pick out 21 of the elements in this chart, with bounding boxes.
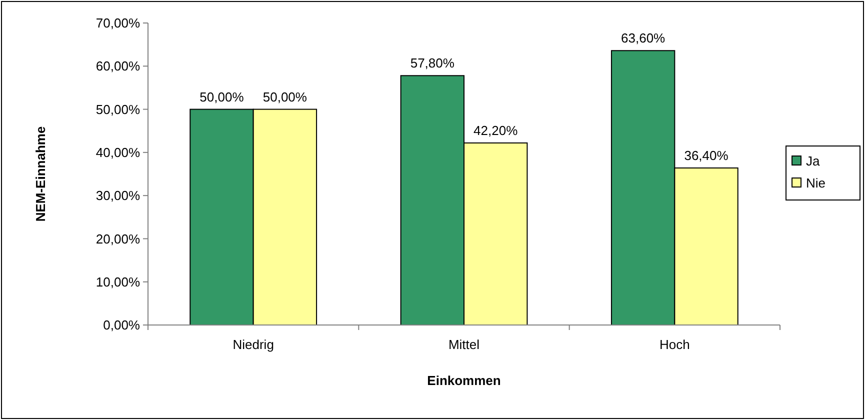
x-tick-label: Mittel [448, 337, 480, 352]
x-tick-label: Hoch [659, 337, 690, 352]
y-tick-label: 0,00% [103, 318, 140, 333]
data-label: 50,00% [262, 89, 308, 104]
y-tick-label: 30,00% [96, 188, 140, 204]
legend-label: Nie [806, 176, 826, 191]
data-label: 50,00% [200, 89, 244, 104]
data-label: 63,60% [621, 30, 666, 46]
y-tick-label: 20,00% [96, 231, 140, 246]
data-label: 57,80% [410, 56, 455, 71]
x-axis-title: Einkommen [427, 373, 501, 388]
y-tick-label: 70,00% [96, 16, 140, 31]
y-tick-label: 10,00% [96, 274, 140, 290]
data-label: 42,20% [474, 122, 518, 138]
y-axis-title: NEM-Einnahme [33, 126, 48, 222]
y-tick-label: 40,00% [96, 144, 140, 160]
y-tick-label: 60,00% [96, 58, 140, 74]
x-tick-label: Niedrig [232, 337, 274, 352]
y-tick-label: 50,00% [96, 102, 140, 117]
data-label: 36,40% [684, 148, 729, 163]
legend-label: Ja [806, 154, 820, 169]
